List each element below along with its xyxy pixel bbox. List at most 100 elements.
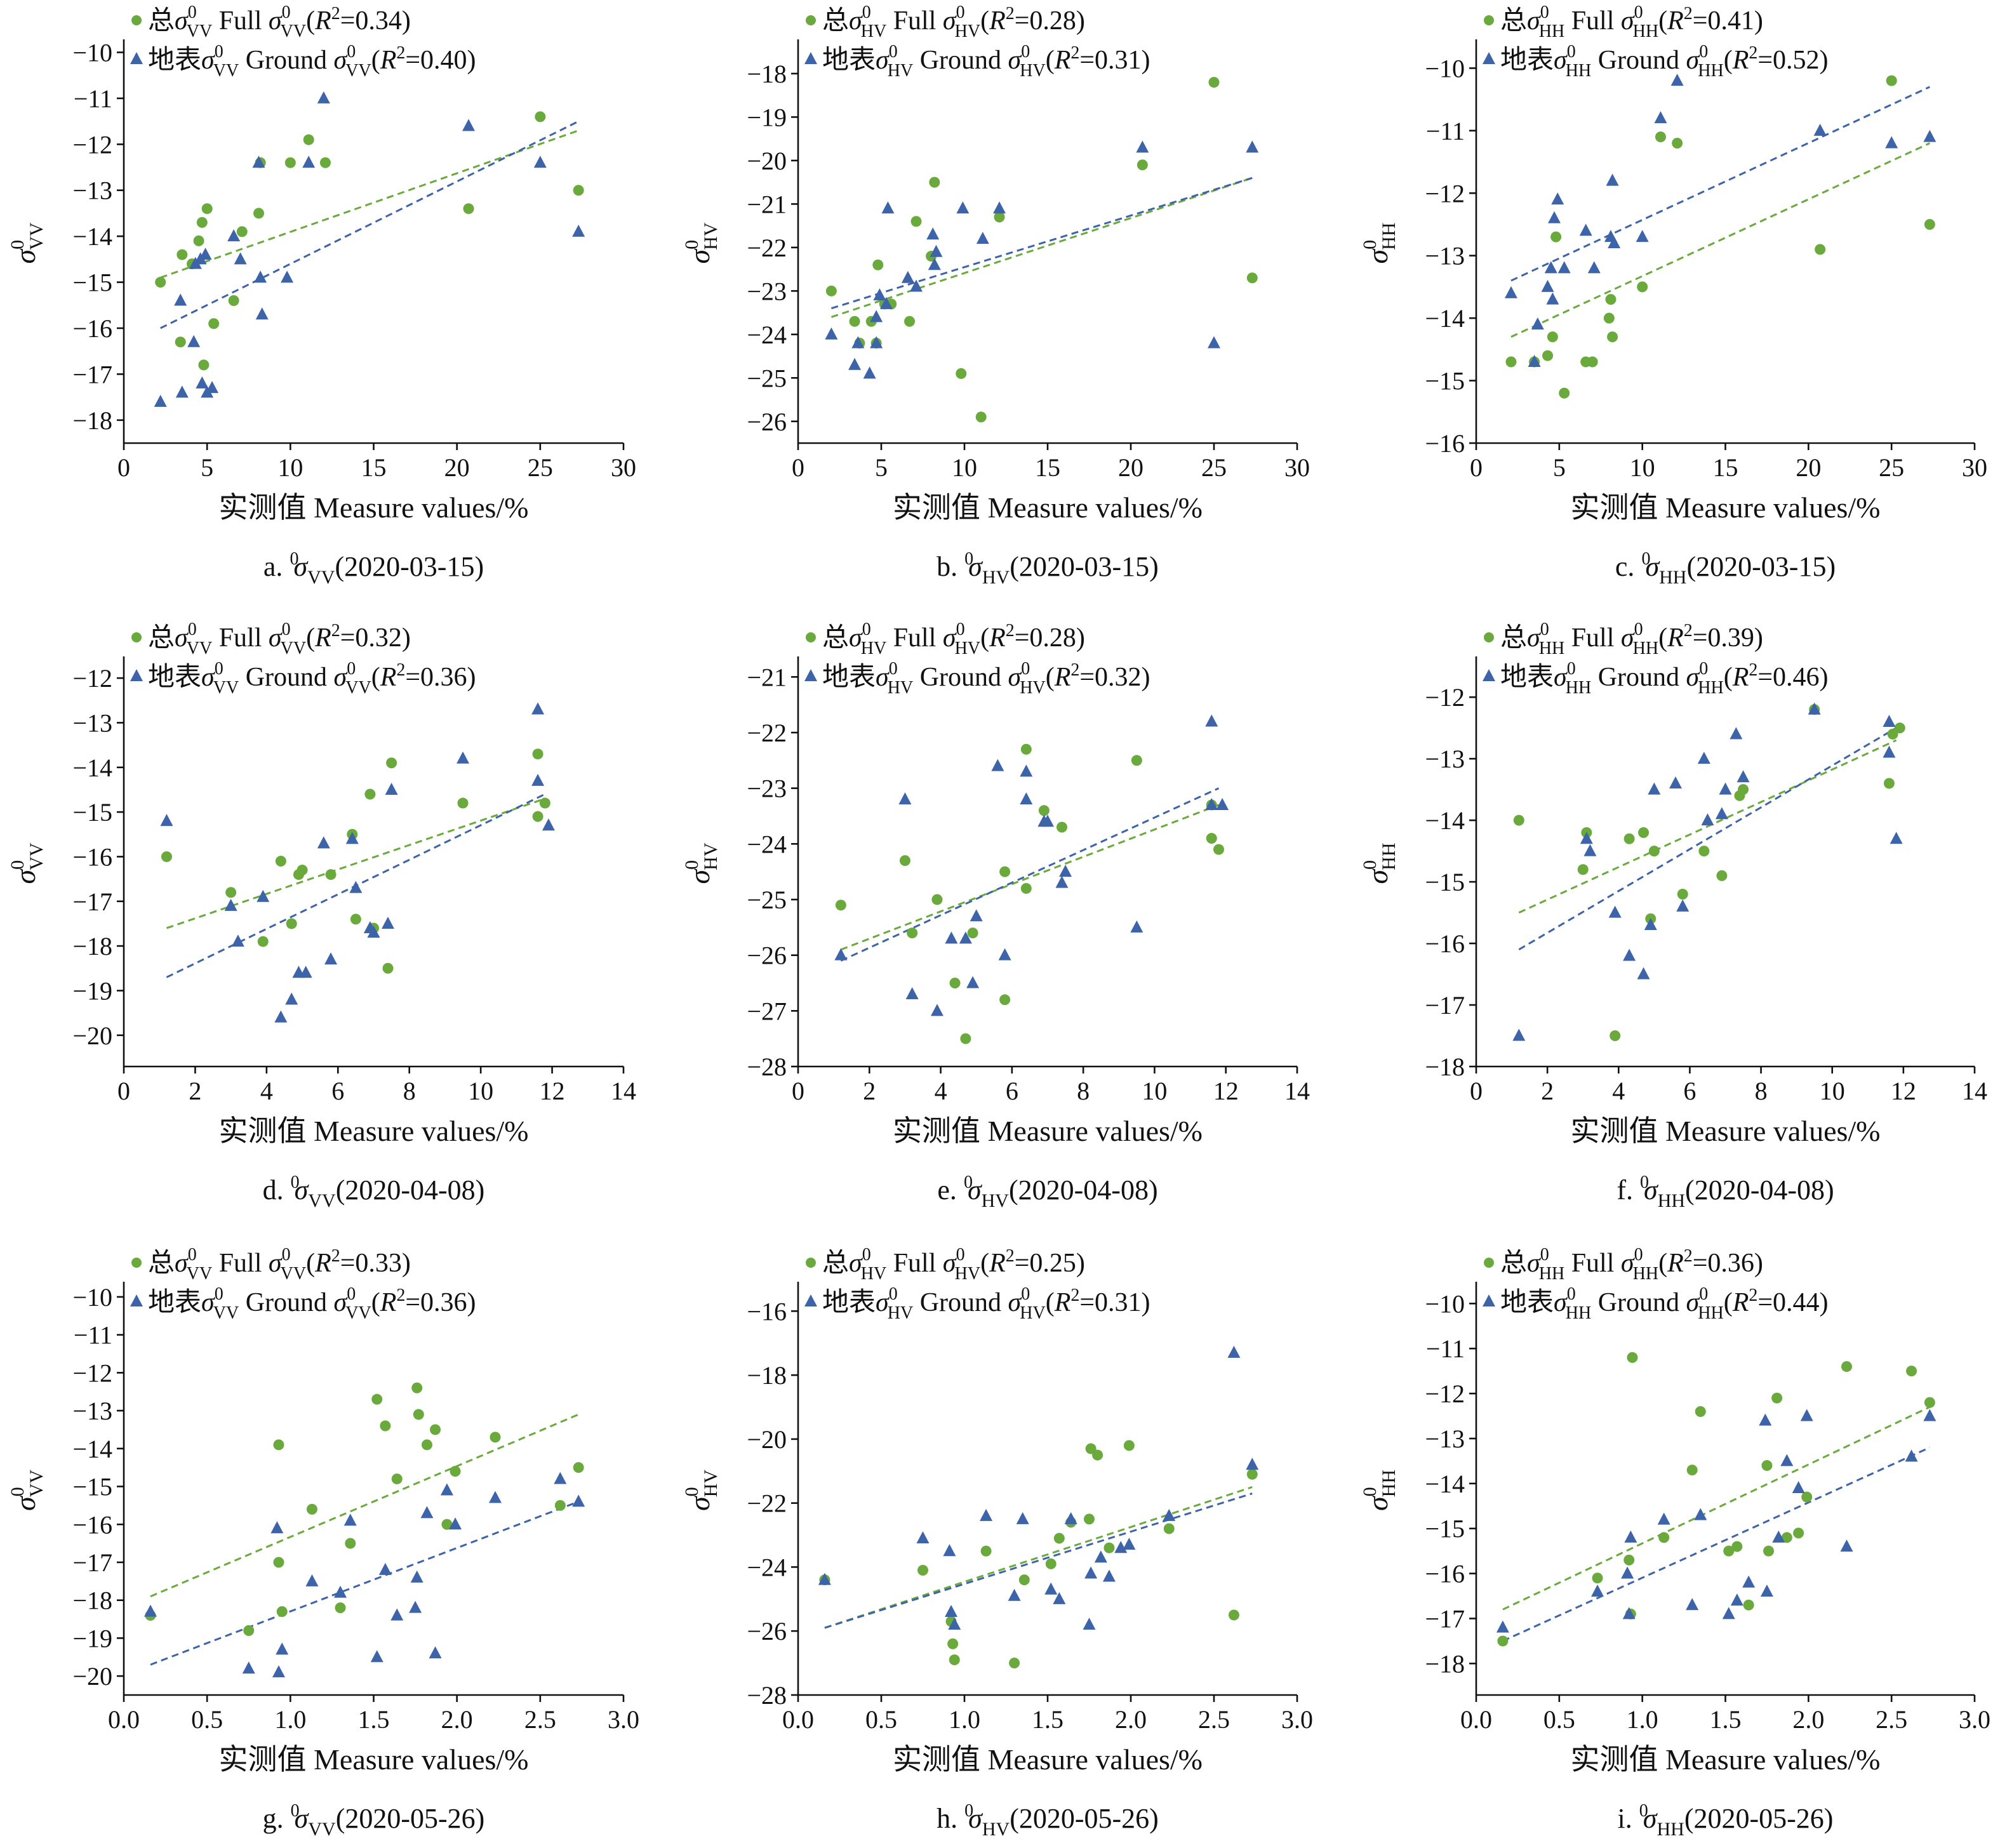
data-point-full	[161, 851, 172, 862]
data-point-full	[999, 994, 1011, 1006]
data-point-ground	[1020, 764, 1033, 777]
data-point-ground	[317, 91, 330, 103]
y-tick-label: −26	[747, 408, 787, 436]
data-point-ground	[1544, 261, 1557, 274]
x-tick-label: 0	[792, 1077, 804, 1105]
data-point-ground	[542, 818, 555, 831]
data-point-ground	[1792, 1480, 1805, 1493]
data-point-full	[1092, 1449, 1103, 1461]
data-point-ground	[533, 156, 547, 168]
data-point-full	[1801, 1491, 1813, 1503]
legend-marker-ground	[1483, 52, 1495, 64]
x-tick-label: 1.0	[949, 1705, 980, 1734]
data-point-ground	[1890, 832, 1903, 844]
data-point-full	[286, 918, 297, 929]
data-point-full	[910, 216, 922, 227]
x-tick-label: 0.0	[108, 1705, 140, 1734]
data-point-ground	[1016, 1512, 1029, 1524]
data-point-ground	[174, 293, 187, 306]
y-tick-label: −18	[1425, 1649, 1465, 1678]
data-point-full	[201, 203, 213, 215]
data-point-ground	[1587, 261, 1601, 274]
legend-entry-ground: 地表σ0 VV Ground σ0 VV(R2=0.40)	[148, 42, 476, 81]
data-point-ground	[1246, 140, 1259, 153]
data-point-ground	[910, 279, 923, 292]
data-point-full	[177, 249, 188, 260]
x-tick-label: 14	[611, 1077, 636, 1105]
data-point-ground	[1504, 286, 1517, 298]
data-point-ground	[305, 1574, 319, 1586]
y-tick-label: −10	[1425, 54, 1465, 83]
data-point-ground	[1008, 1588, 1021, 1601]
data-point-ground	[367, 926, 380, 938]
data-point-ground	[1759, 1413, 1772, 1426]
data-point-ground	[943, 1544, 956, 1557]
y-tick-label: −12	[72, 130, 112, 159]
y-tick-label: −16	[747, 1297, 787, 1326]
data-point-ground	[998, 948, 1011, 961]
chart-panel-b: 0 5 10 15 20 25 30 −26 −25 −24 −23 −22 −21 −20 −19 −18 实…	[681, 3, 1310, 588]
data-point-ground	[349, 881, 363, 893]
trendline-full	[166, 797, 545, 929]
x-tick-label: 6	[1006, 1077, 1018, 1105]
data-point-full	[1038, 805, 1050, 816]
chart-panel-c: 0 5 10 15 20 25 30 −16 −15 −14 −13 −12 −11 −10 实测值 Mea…	[1359, 3, 1987, 588]
panel-caption: i. 0σHH(2020-05-26)	[1618, 1801, 1834, 1840]
chart-panel-g: 0.0 0.5 1.0 1.5 2.0 2.5 3.0 −20 −19 −18 −17 −16 −15 −…	[7, 1245, 639, 1840]
y-tick-label: −21	[747, 663, 787, 691]
trendline-ground	[830, 176, 1253, 310]
legend-marker-ground	[130, 1294, 143, 1306]
data-point-ground	[440, 1483, 453, 1496]
data-point-full	[1559, 387, 1570, 399]
data-point-ground	[945, 1604, 958, 1617]
data-point-full	[275, 855, 286, 867]
y-tick-label: −13	[72, 176, 112, 205]
data-point-ground	[1657, 1512, 1670, 1525]
x-tick-label: 20	[444, 453, 470, 482]
data-point-full	[1056, 821, 1067, 833]
x-tick-label: 8	[403, 1077, 416, 1105]
data-point-ground	[449, 1517, 462, 1530]
data-point-full	[975, 411, 987, 423]
data-point-ground	[1742, 1575, 1756, 1588]
y-tick-label: −23	[747, 277, 787, 305]
legend-marker-full	[806, 632, 816, 642]
data-point-ground	[1496, 1620, 1509, 1633]
data-point-ground	[825, 327, 838, 340]
data-point-ground	[231, 934, 244, 947]
data-point-full	[1213, 844, 1224, 855]
y-tick-label: −20	[747, 147, 787, 175]
y-tick-label: −18	[72, 406, 112, 435]
data-point-full	[380, 1420, 391, 1432]
data-point-ground	[1512, 1028, 1526, 1041]
data-point-full	[1163, 1523, 1175, 1534]
x-tick-label: 25	[1201, 453, 1227, 482]
data-point-full	[904, 316, 916, 327]
data-point-full	[1906, 1366, 1917, 1377]
data-point-full	[1228, 1609, 1239, 1621]
legend-entry-full: 总σ0 VV Full σ0 VV(R2=0.34)	[148, 3, 411, 41]
data-point-full	[350, 914, 361, 925]
y-tick-label: −16	[1425, 1560, 1465, 1588]
trendline-ground	[1502, 1446, 1930, 1642]
x-axis-title: 实测值 Measure values/%	[219, 491, 529, 524]
data-point-ground	[1686, 1598, 1699, 1611]
panel-caption: b. 0σHV(2020-03-15)	[937, 549, 1159, 588]
chart-panel-d: 0 2 4 6 8 10 12 14 −20 −19 −18 −17 −16 −15 −14 −13 −12 实测…	[7, 620, 636, 1211]
y-tick-label: −11	[74, 1321, 112, 1350]
data-point-ground	[1623, 948, 1636, 961]
y-tick-label: −18	[72, 1586, 112, 1615]
y-tick-label: −26	[747, 1617, 787, 1645]
y-axis-title: σ0HH	[1359, 1470, 1399, 1511]
data-point-ground	[1669, 776, 1682, 788]
data-point-ground	[1648, 782, 1661, 795]
x-tick-label: 0	[117, 453, 130, 482]
y-tick-label: −19	[72, 976, 112, 1005]
data-point-ground	[199, 248, 212, 260]
data-point-ground	[252, 156, 265, 168]
x-tick-label: 10	[1820, 1077, 1845, 1105]
y-tick-label: −22	[747, 719, 787, 747]
x-axis-title: 实测值 Measure values/%	[893, 1115, 1203, 1147]
data-point-ground	[1055, 875, 1069, 888]
data-point-ground	[1205, 714, 1218, 727]
